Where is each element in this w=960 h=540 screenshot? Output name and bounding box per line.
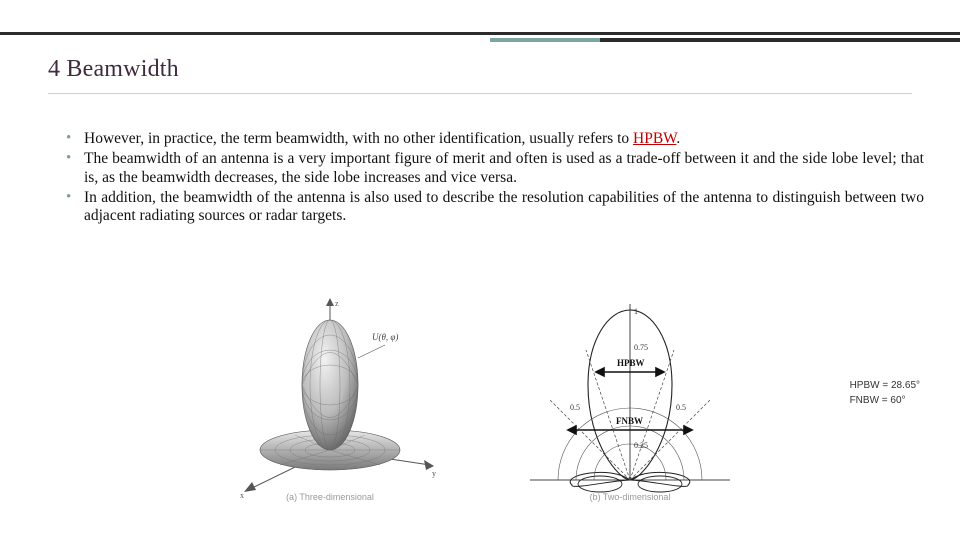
- bullet-item: In addition, the beamwidth of the antenn…: [52, 189, 924, 226]
- header-rules: [0, 32, 960, 35]
- title-row: 4 Beamwidth: [48, 56, 912, 94]
- header-rule-dark: [0, 32, 960, 35]
- body-text: However, in practice, the term beamwidth…: [52, 130, 924, 227]
- figure-2d-svg: HPBW FNBW 1 0.75 0.5: [500, 290, 760, 500]
- slide: 4 Beamwidth However, in practice, the te…: [0, 0, 960, 540]
- bullet-list: However, in practice, the term beamwidth…: [52, 130, 924, 225]
- svg-text:z: z: [335, 299, 339, 308]
- figures-row: z y x: [0, 290, 960, 520]
- bullet-text: In addition, the beamwidth of the antenn…: [84, 189, 924, 224]
- svg-text:U(θ, φ): U(θ, φ): [372, 332, 398, 342]
- header-rule-dark-short: [600, 38, 960, 42]
- figure-2d: HPBW FNBW 1 0.75 0.5: [500, 290, 760, 500]
- bullet-item: The beamwidth of an antenna is a very im…: [52, 150, 924, 187]
- svg-text:1: 1: [634, 307, 638, 316]
- hpbw-label: HPBW: [617, 358, 645, 368]
- tick-025: 0.25: [634, 441, 648, 450]
- annot-hpbw: HPBW = 28.65°: [850, 378, 920, 393]
- hpbw-term: HPBW: [633, 130, 676, 147]
- slide-title: 4 Beamwidth: [48, 56, 912, 83]
- bullet-text: The beamwidth of an antenna is a very im…: [84, 150, 924, 185]
- svg-text:y: y: [432, 469, 436, 478]
- figure-annotations: HPBW = 28.65° FNBW = 60°: [850, 378, 920, 408]
- title-underline: [48, 93, 912, 94]
- figure-2d-caption: (b) Two-dimensional: [500, 492, 760, 502]
- fnbw-label: FNBW: [616, 416, 643, 426]
- tick-05-left: 0.5: [570, 403, 580, 412]
- bullet-text: However, in practice, the term beamwidth…: [84, 130, 633, 147]
- figure-3d-svg: z y x: [200, 290, 460, 500]
- annot-fnbw: FNBW = 60°: [850, 393, 920, 408]
- figure-3d: z y x: [200, 290, 460, 500]
- tick-075: 0.75: [634, 343, 648, 352]
- tick-05-right: 0.5: [676, 403, 686, 412]
- bullet-item: However, in practice, the term beamwidth…: [52, 130, 924, 148]
- bullet-text-post: .: [676, 130, 680, 147]
- figure-3d-caption: (a) Three-dimensional: [200, 492, 460, 502]
